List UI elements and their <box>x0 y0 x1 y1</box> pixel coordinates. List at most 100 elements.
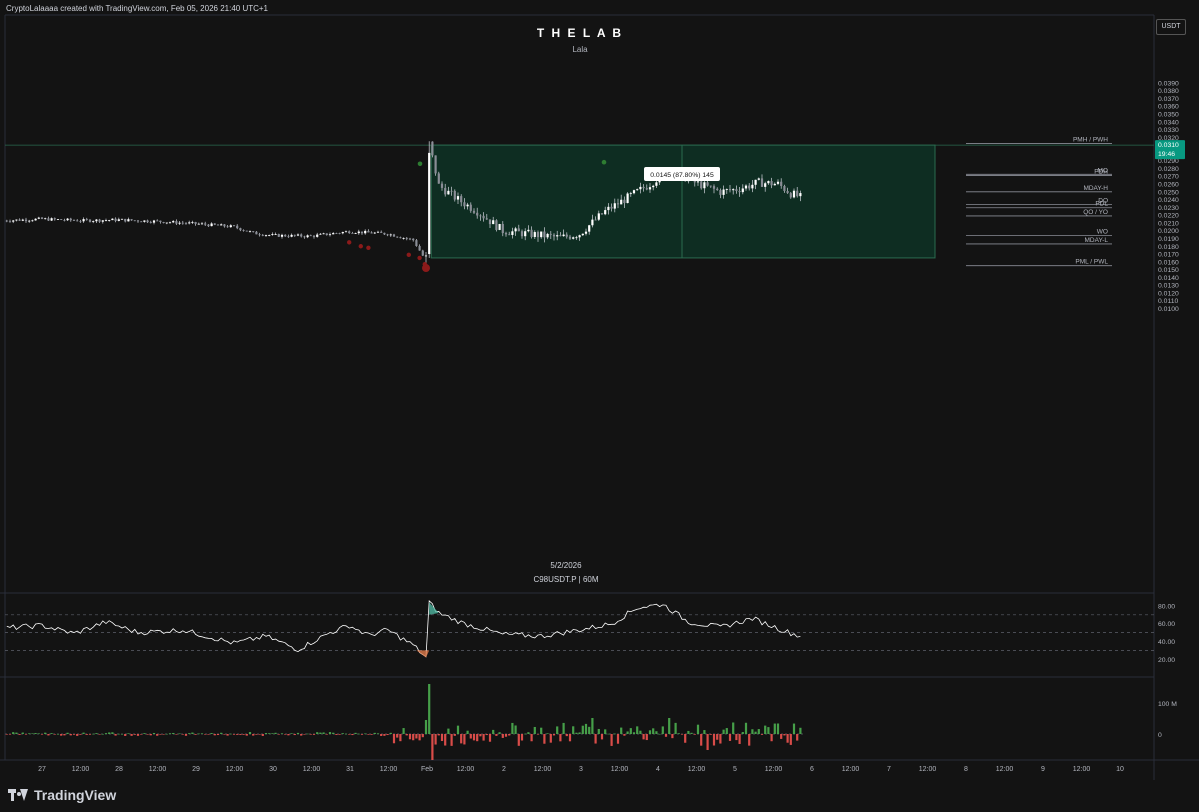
candle-body <box>28 220 31 222</box>
candle-body <box>364 230 367 234</box>
candle-body <box>767 181 770 184</box>
volume-bar <box>722 729 725 734</box>
volume-bar <box>191 732 194 734</box>
watermark-title: T H E L A B <box>537 26 623 40</box>
candle-body <box>655 182 658 186</box>
volume-bar <box>367 734 370 735</box>
candle-body <box>98 219 101 222</box>
volume-bar <box>76 734 79 736</box>
volume-bar <box>748 734 751 746</box>
candle-body <box>652 185 655 188</box>
candle-body <box>517 228 520 232</box>
candle-body <box>764 183 767 187</box>
volume-bar <box>588 726 591 734</box>
time-tick: 12:00 <box>457 766 475 773</box>
candle-body <box>53 218 56 220</box>
volume-bar <box>338 734 341 735</box>
candle-body <box>216 224 220 226</box>
volume-bar <box>405 734 408 736</box>
measure-tool[interactable]: 0.0145 (87.80%) 145 <box>644 167 720 181</box>
volume-bar <box>261 734 264 736</box>
volume-bar <box>290 733 293 734</box>
volume-bar <box>527 732 530 734</box>
candle-body <box>287 236 290 238</box>
volume-bar <box>754 731 757 734</box>
candle-body <box>252 231 255 233</box>
volume-bar <box>197 733 200 735</box>
volume-bar <box>28 733 31 734</box>
rsi-tick: 40.00 <box>1158 639 1175 646</box>
price-tick: 0.0390 <box>1158 80 1179 87</box>
candle-body <box>172 221 175 223</box>
volume-bar <box>264 733 268 734</box>
volume-bar <box>223 734 226 735</box>
candle-body <box>626 193 629 204</box>
candle-body <box>210 223 213 227</box>
volume-bar <box>268 733 271 734</box>
volume-bar <box>376 733 380 734</box>
price-tick: 0.0200 <box>1158 228 1179 235</box>
bearish-dot <box>417 255 422 261</box>
volume-bar <box>463 734 466 745</box>
candle-body <box>15 219 18 221</box>
volume-bar <box>655 731 658 734</box>
volume-bar <box>31 733 34 734</box>
volume-bar <box>213 734 216 736</box>
volume-bar <box>613 733 616 735</box>
price-axis[interactable]: 0.03900.03800.03700.03600.03500.03400.03… <box>1155 80 1185 313</box>
price-tick: 0.0140 <box>1158 275 1179 282</box>
volume-bar <box>533 726 536 734</box>
price-tick: 0.0120 <box>1158 290 1179 297</box>
candle-body <box>447 190 450 195</box>
time-tick: 12:00 <box>226 766 244 773</box>
rsi-tick: 20.00 <box>1158 657 1175 664</box>
candle-body <box>242 230 245 231</box>
candle-body <box>380 231 383 233</box>
volume-bar <box>508 734 511 736</box>
volume-bar <box>242 734 245 735</box>
price-tick: 0.0220 <box>1158 213 1179 220</box>
volume-bar <box>47 734 50 736</box>
watermark-symbol: C98USDT.P | 60M <box>533 575 598 584</box>
volume-bar <box>8 734 12 735</box>
volume-bar <box>632 732 636 734</box>
volume-bar <box>79 734 82 735</box>
volume-bar <box>351 734 354 736</box>
candle-body <box>207 224 210 227</box>
volume-bar <box>572 726 575 734</box>
volume-bar <box>616 734 620 744</box>
candle-body <box>88 219 92 222</box>
volume-bar <box>200 733 204 734</box>
volume-bar <box>328 732 332 734</box>
candle-body <box>181 222 184 224</box>
candle-body <box>101 220 104 222</box>
candle-body <box>632 190 636 194</box>
volume-bar <box>664 734 668 737</box>
volume-bar <box>188 733 191 734</box>
candle-body <box>636 189 639 191</box>
currency-button[interactable]: USDT <box>1156 19 1186 35</box>
tradingview-logo[interactable]: TradingView <box>8 787 116 803</box>
volume-bar <box>357 733 360 735</box>
volume-bar <box>232 734 236 735</box>
volume-bar <box>82 732 85 734</box>
volume-bar <box>117 733 120 735</box>
volume-bar <box>498 732 501 734</box>
volume-bar <box>680 734 684 735</box>
candle-body <box>533 232 536 237</box>
candle-body <box>754 179 757 185</box>
volume-bar <box>284 734 287 735</box>
time-tick: 9 <box>1041 766 1045 773</box>
time-axis[interactable]: 27 12:00 28 12:00 29 12:00 30 12:00 31 12:00 Feb 12… <box>38 766 1124 773</box>
tradingview-wordmark: TradingView <box>34 787 117 803</box>
candle-body <box>229 225 232 228</box>
candle-body <box>72 220 76 222</box>
time-tick: 12:00 <box>765 766 783 773</box>
candle-body <box>220 224 223 226</box>
volume-bar <box>530 734 533 742</box>
candle-body <box>524 231 527 237</box>
volume-bar <box>53 734 56 735</box>
candle-body <box>757 178 760 180</box>
level-label: PML / PWL <box>1075 259 1108 266</box>
